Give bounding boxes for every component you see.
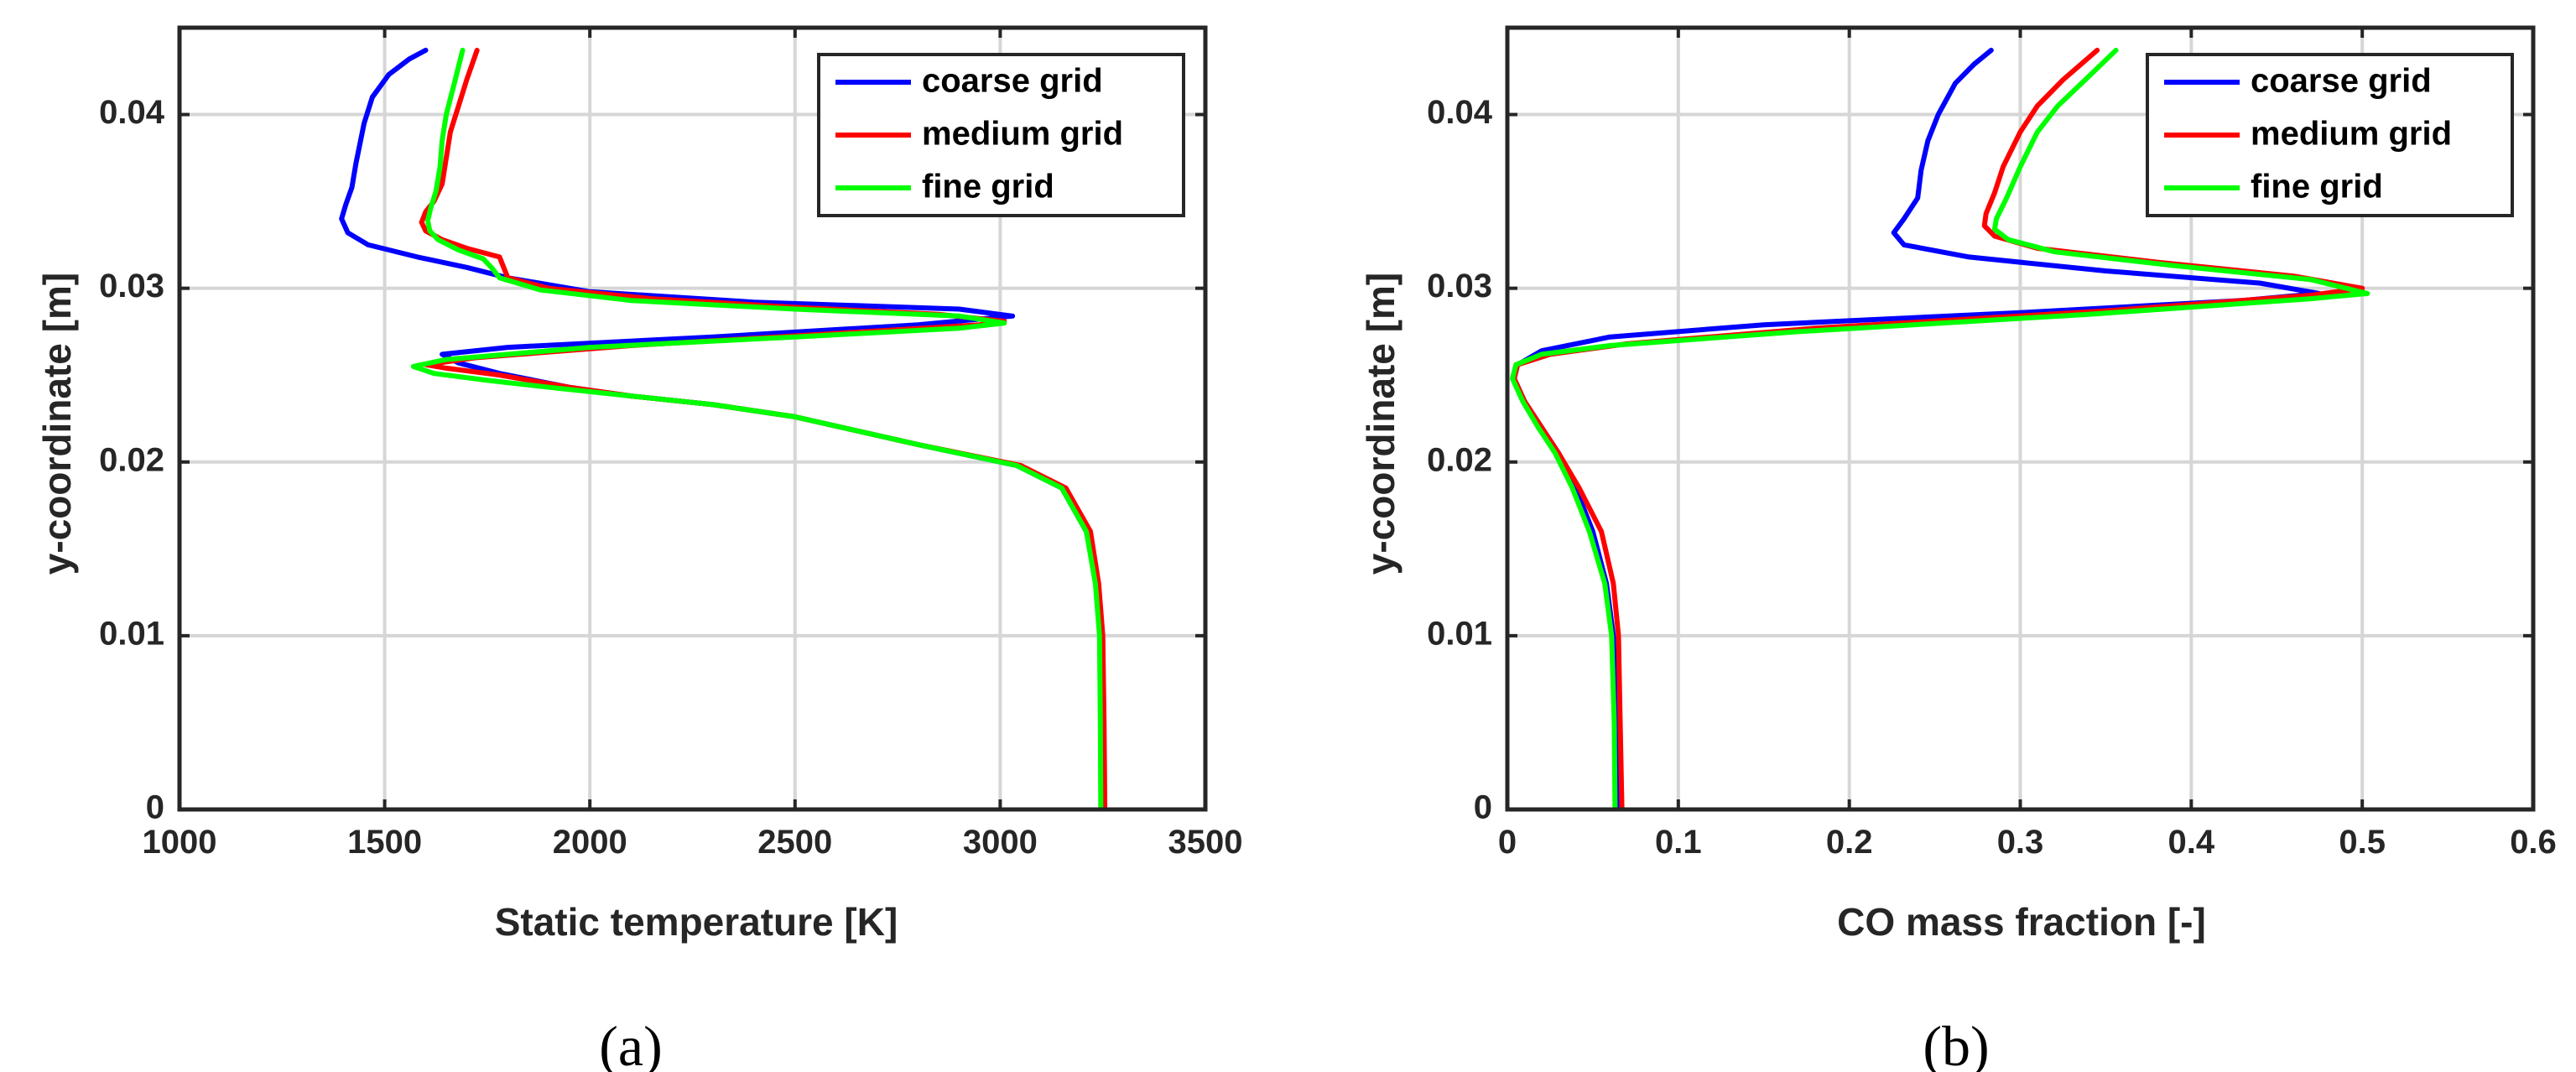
chart-a-ytick-label-2: 0.02	[99, 441, 164, 478]
chart-b-xtick-label-2: 0.2	[1826, 824, 1873, 861]
chart-a-ytick-label-4: 0.04	[99, 94, 165, 131]
chart-a-ytick-label-1: 0.01	[99, 615, 164, 652]
chart-b-ytick-label-1: 0.01	[1427, 615, 1492, 652]
panel-label-a: (a)	[599, 1014, 662, 1072]
chart-b-xtick-label-0: 0	[1498, 824, 1517, 861]
chart-panel-b: y-coordinate [m] CO mass fraction [-] (b…	[1359, 25, 2557, 1072]
chart-b-legend: coarse grid medium grid fine grid	[2146, 53, 2514, 217]
chart-a-ytick-label-0: 0	[146, 789, 164, 826]
chart-panel-a: y-coordinate [m] Static temperature [K] …	[35, 25, 1243, 1072]
chart-b-xtick-label-5: 0.5	[2339, 824, 2386, 861]
chart-a-axes-box	[177, 25, 1208, 812]
chart-b-ytick-label-0: 0	[1474, 789, 1492, 826]
chart-a-legend-label-1: medium grid	[922, 116, 1123, 153]
chart-a-xtick-label-0: 1000	[143, 824, 217, 861]
chart-b-ylabel: y-coordinate [m]	[1359, 273, 1402, 575]
chart-b-xtick-label-4: 0.4	[2168, 824, 2215, 861]
chart-a-xtick-label-4: 3000	[963, 824, 1038, 861]
chart-a-legend: coarse grid medium grid fine grid	[817, 53, 1185, 217]
panel-label-b: (b)	[1923, 1014, 1989, 1072]
chart-b-xtick-label-6: 0.6	[2510, 824, 2557, 861]
chart-a-xtick-label-2: 2000	[553, 824, 627, 861]
chart-a-xtick-label-3: 2500	[757, 824, 832, 861]
chart-a-legend-label-0: coarse grid	[922, 63, 1103, 100]
chart-b-xtick-label-1: 0.1	[1655, 824, 1702, 861]
chart-b-ytick-label-3: 0.03	[1427, 268, 1492, 304]
chart-a-ylabel: y-coordinate [m]	[35, 273, 79, 575]
chart-a-xlabel: Static temperature [K]	[495, 900, 898, 944]
chart-a-xtick-label-5: 3500	[1168, 824, 1243, 861]
chart-b-legend-label-1: medium grid	[2251, 116, 2452, 153]
chart-b-xlabel: CO mass fraction [-]	[1837, 900, 2206, 944]
chart-b-series-fine-grid	[1510, 47, 2370, 809]
chart-b-legend-label-2: fine grid	[2251, 169, 2383, 206]
chart-a-legend-label-2: fine grid	[922, 169, 1054, 206]
chart-b-legend-label-0: coarse grid	[2251, 63, 2432, 100]
chart-b-xtick-label-3: 0.3	[1997, 824, 2044, 861]
chart-b-ytick-label-4: 0.04	[1427, 94, 1493, 131]
chart-b-ytick-label-2: 0.02	[1427, 441, 1492, 478]
chart-a-series-fine-grid	[410, 47, 1104, 809]
chart-a-ytick-label-3: 0.03	[99, 268, 164, 304]
chart-a-xtick-label-1: 1500	[347, 824, 422, 861]
